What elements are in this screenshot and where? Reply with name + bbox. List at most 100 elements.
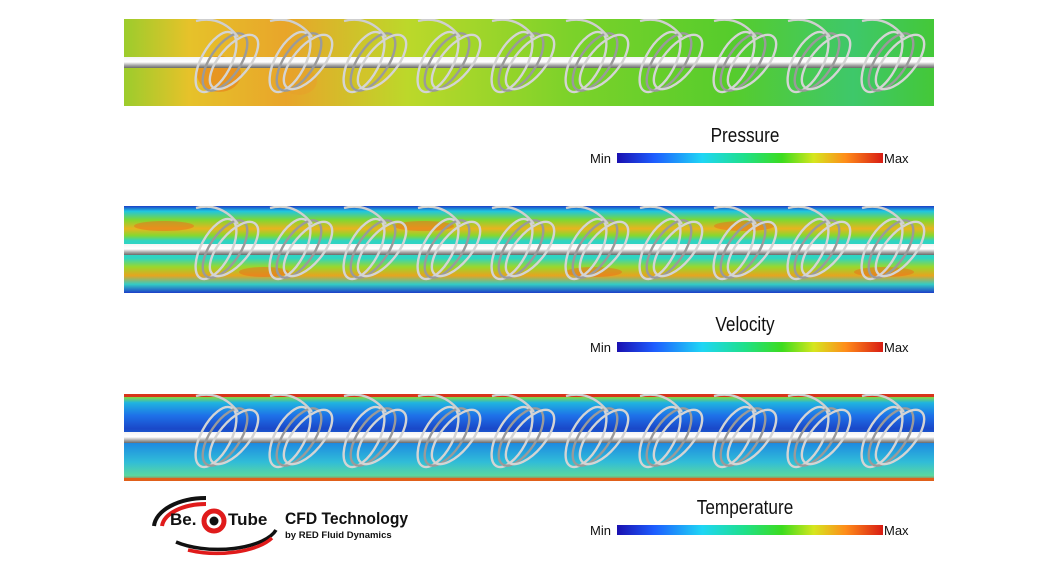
coil-loop	[349, 407, 397, 467]
coil-hook	[713, 206, 757, 225]
coil-loop	[719, 407, 767, 467]
coil-loop	[571, 32, 619, 92]
logo-tube-text: Tube	[228, 510, 268, 529]
coil-loop	[712, 217, 756, 281]
colorbar	[617, 525, 883, 535]
coil-hook	[417, 206, 461, 225]
coil-hook	[417, 19, 461, 38]
coil-hook	[269, 394, 313, 413]
coil-loop	[860, 30, 904, 94]
coil-loop	[867, 32, 915, 92]
coil-loop	[874, 33, 926, 91]
coil-loop	[490, 405, 534, 469]
logo-subtitle: by RED Fluid Dynamics	[285, 530, 392, 541]
coil-loop	[504, 220, 556, 278]
logo-title: CFD Technology	[285, 509, 409, 528]
coil-loop	[342, 217, 386, 281]
coil-loop	[645, 219, 693, 279]
coil-hook	[787, 394, 831, 413]
coil-hook	[565, 206, 609, 225]
velocity-legend: Velocity Min Max	[590, 314, 920, 364]
coil-hook	[639, 206, 683, 225]
coil-hook	[861, 19, 905, 38]
coil-hook	[565, 19, 609, 38]
legend-min-label: Min	[590, 151, 611, 166]
coil-loop	[208, 220, 260, 278]
betube-logo: Be. Tube CFD Technology by RED Fluid Dyn…	[148, 490, 438, 556]
coil-loop	[423, 407, 471, 467]
coil-loop	[490, 217, 534, 281]
coil-loop	[578, 220, 630, 278]
coil-loop	[342, 30, 386, 94]
coil-loop	[874, 408, 926, 466]
coil-loop	[578, 408, 630, 466]
coil-loop	[726, 408, 778, 466]
legend-max-label: Max	[884, 340, 909, 355]
coil-loop	[800, 220, 852, 278]
coil-loop	[497, 32, 545, 92]
colorbar	[617, 153, 883, 163]
coil-hook	[269, 19, 313, 38]
coil-loop	[430, 33, 482, 91]
legend-title: Temperature	[696, 497, 794, 519]
coil-loop	[867, 219, 915, 279]
coil-loop	[712, 30, 756, 94]
coil-loop	[490, 30, 534, 94]
coil-loop	[194, 217, 238, 281]
coil-hook	[491, 206, 535, 225]
coil-loop	[867, 407, 915, 467]
coil-loop	[793, 219, 841, 279]
coil-loop	[208, 408, 260, 466]
coil-loop	[638, 30, 682, 94]
coil-loop	[416, 405, 460, 469]
coil-loop	[800, 408, 852, 466]
coil-loop	[564, 405, 608, 469]
temperature-field-view	[124, 394, 934, 481]
coil-loop	[201, 407, 249, 467]
coil-hook	[639, 394, 683, 413]
coil-loop	[652, 33, 704, 91]
coil-loop	[423, 219, 471, 279]
legend-title: Pressure	[710, 125, 780, 147]
coil-loop	[194, 405, 238, 469]
coil-hook	[269, 206, 313, 225]
coil-hook	[417, 394, 461, 413]
coil-hook	[787, 206, 831, 225]
coil-hook	[861, 394, 905, 413]
pressure-legend: Pressure Min Max	[590, 125, 920, 175]
coil-loop	[208, 33, 260, 91]
coil-loop	[201, 32, 249, 92]
coil-loop	[638, 405, 682, 469]
coil-loop	[416, 30, 460, 94]
coil-hook	[491, 19, 535, 38]
coil-loop	[349, 32, 397, 92]
coil-loop	[726, 220, 778, 278]
velocity-simulation-panel	[124, 206, 934, 293]
coil-loop	[571, 219, 619, 279]
coil-loop	[786, 30, 830, 94]
coil-hook	[639, 19, 683, 38]
coil-hook	[343, 206, 387, 225]
coil-loop	[504, 408, 556, 466]
coil-hook	[565, 394, 609, 413]
coil-loop	[201, 219, 249, 279]
coil-loop	[726, 33, 778, 91]
coil-hook	[195, 19, 239, 38]
coil-loop	[874, 220, 926, 278]
coil-hook	[861, 206, 905, 225]
coil-loop	[423, 32, 471, 92]
coil-loop	[793, 32, 841, 92]
coil-hook	[491, 394, 535, 413]
temperature-simulation-panel	[124, 394, 934, 481]
coil-loop	[268, 30, 312, 94]
coil-loop	[268, 405, 312, 469]
coil-loop	[282, 33, 334, 91]
coil-hook	[343, 394, 387, 413]
legend-min-label: Min	[590, 523, 611, 538]
coil-loop	[342, 405, 386, 469]
coil-loop	[504, 33, 556, 91]
temperature-legend: Temperature Min Max	[590, 497, 920, 547]
coil-loop	[860, 217, 904, 281]
logo-be-text: Be.	[170, 510, 197, 529]
velocity-field-view	[124, 206, 934, 293]
